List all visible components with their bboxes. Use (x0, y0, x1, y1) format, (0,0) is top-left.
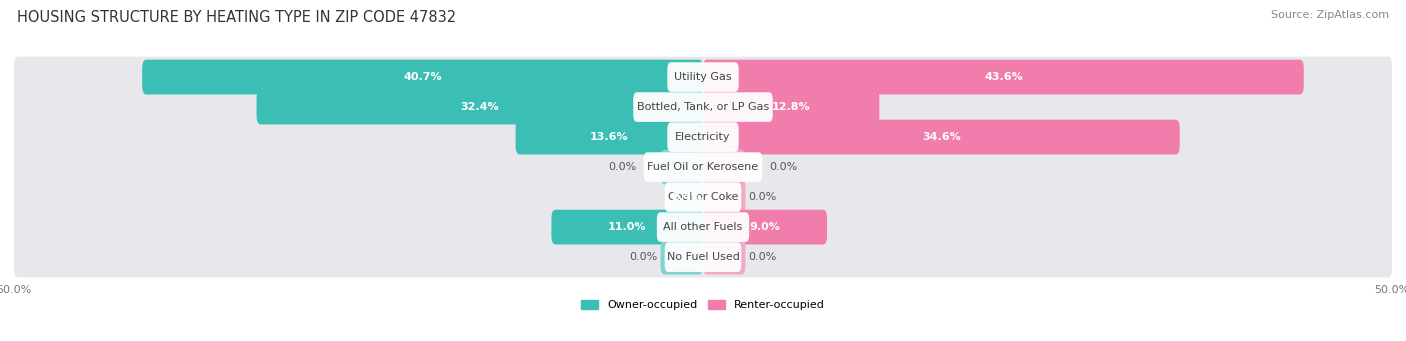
FancyBboxPatch shape (14, 237, 1392, 278)
Text: 12.8%: 12.8% (772, 102, 810, 112)
FancyBboxPatch shape (661, 240, 703, 275)
FancyBboxPatch shape (644, 152, 762, 182)
Text: 34.6%: 34.6% (922, 132, 960, 142)
Text: Bottled, Tank, or LP Gas: Bottled, Tank, or LP Gas (637, 102, 769, 112)
Text: No Fuel Used: No Fuel Used (666, 252, 740, 262)
FancyBboxPatch shape (703, 60, 1303, 94)
FancyBboxPatch shape (665, 182, 741, 212)
FancyBboxPatch shape (668, 62, 738, 92)
FancyBboxPatch shape (516, 120, 703, 154)
FancyBboxPatch shape (657, 212, 749, 242)
FancyBboxPatch shape (142, 60, 703, 94)
FancyBboxPatch shape (703, 210, 827, 244)
FancyBboxPatch shape (668, 122, 738, 152)
FancyBboxPatch shape (551, 210, 703, 244)
Text: 0.0%: 0.0% (748, 252, 776, 262)
FancyBboxPatch shape (661, 150, 703, 184)
Text: Electricity: Electricity (675, 132, 731, 142)
Text: Fuel Oil or Kerosene: Fuel Oil or Kerosene (647, 162, 759, 172)
FancyBboxPatch shape (703, 180, 745, 214)
Text: HOUSING STRUCTURE BY HEATING TYPE IN ZIP CODE 47832: HOUSING STRUCTURE BY HEATING TYPE IN ZIP… (17, 10, 456, 25)
Text: 0.0%: 0.0% (630, 252, 658, 262)
FancyBboxPatch shape (14, 207, 1392, 248)
FancyBboxPatch shape (14, 177, 1392, 218)
Text: Utility Gas: Utility Gas (675, 72, 731, 82)
FancyBboxPatch shape (669, 180, 703, 214)
Text: 40.7%: 40.7% (404, 72, 441, 82)
Text: 0.0%: 0.0% (748, 192, 776, 202)
Legend: Owner-occupied, Renter-occupied: Owner-occupied, Renter-occupied (576, 295, 830, 315)
Text: 0.0%: 0.0% (609, 162, 637, 172)
FancyBboxPatch shape (703, 150, 745, 184)
Text: Source: ZipAtlas.com: Source: ZipAtlas.com (1271, 10, 1389, 20)
FancyBboxPatch shape (665, 242, 741, 272)
Text: Coal or Coke: Coal or Coke (668, 192, 738, 202)
FancyBboxPatch shape (14, 147, 1392, 188)
Text: 2.4%: 2.4% (671, 192, 702, 202)
FancyBboxPatch shape (14, 57, 1392, 98)
FancyBboxPatch shape (14, 117, 1392, 158)
FancyBboxPatch shape (703, 120, 1180, 154)
FancyBboxPatch shape (703, 240, 745, 275)
FancyBboxPatch shape (256, 90, 703, 124)
Text: 9.0%: 9.0% (749, 222, 780, 232)
Text: 11.0%: 11.0% (607, 222, 647, 232)
FancyBboxPatch shape (633, 92, 773, 122)
FancyBboxPatch shape (14, 87, 1392, 128)
FancyBboxPatch shape (703, 90, 879, 124)
Text: 0.0%: 0.0% (769, 162, 797, 172)
Text: 13.6%: 13.6% (591, 132, 628, 142)
Text: 43.6%: 43.6% (984, 72, 1022, 82)
Text: 32.4%: 32.4% (461, 102, 499, 112)
Text: All other Fuels: All other Fuels (664, 222, 742, 232)
